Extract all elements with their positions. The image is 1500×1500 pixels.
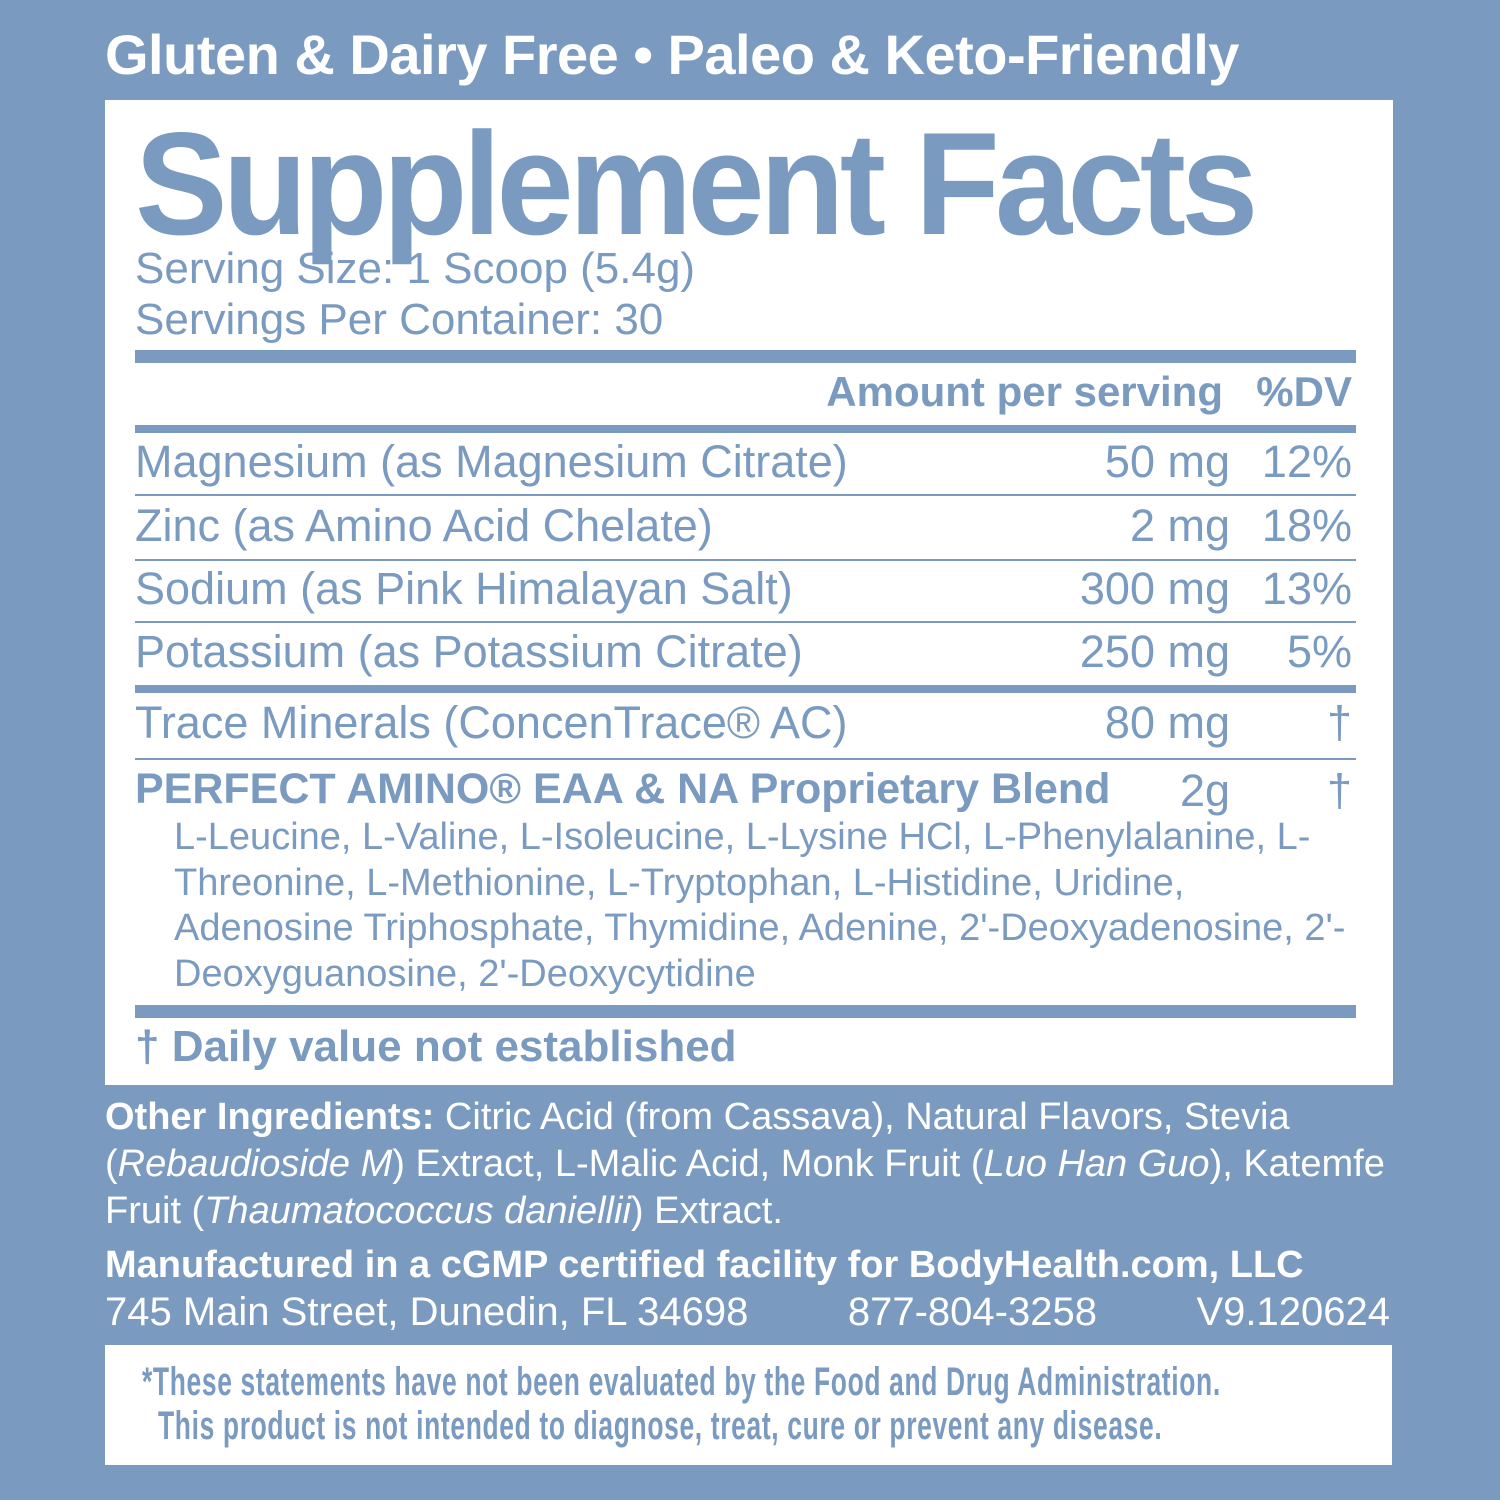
- address: 745 Main Street, Dunedin, FL 34698: [105, 1290, 749, 1334]
- nutrient-amount: 300 mg: [1079, 563, 1230, 614]
- other-ingredients: Other Ingredients: Citric Acid (from Cas…: [105, 1094, 1400, 1235]
- disclaimer-box: [105, 1345, 1392, 1465]
- divider: [135, 494, 1356, 496]
- amount-header: Amount per serving: [826, 368, 1223, 415]
- nutrient-amount: 50 mg: [1104, 436, 1230, 487]
- other-text: Thaumatococcus daniellii: [204, 1190, 631, 1232]
- divider: [135, 1005, 1356, 1018]
- other-text: ) Extract, L-Malic Acid, Monk Fruit (: [392, 1143, 984, 1185]
- other-text: ) Extract.: [630, 1190, 783, 1232]
- blend-amount: 2g: [1180, 765, 1231, 816]
- nutrient-amount: 250 mg: [1079, 626, 1230, 677]
- nutrient-name: Trace Minerals (ConcenTrace® AC): [135, 697, 848, 748]
- page-title: Supplement Facts: [135, 102, 1258, 265]
- nutrient-amount: 80 mg: [1104, 697, 1230, 748]
- footnote: † Daily value not established: [135, 1022, 737, 1071]
- blend-name: PERFECT AMINO® EAA & NA Proprietary Blen…: [135, 765, 1111, 813]
- other-ingredients-label: Other Ingredients:: [105, 1096, 435, 1138]
- disclaimer-line: *These statements have not been evaluate…: [142, 1360, 1221, 1404]
- nutrient-name: Sodium (as Pink Himalayan Salt): [135, 563, 793, 614]
- version: V9.120624: [1196, 1290, 1390, 1334]
- nutrient-dv: †: [1326, 697, 1352, 748]
- divider: [135, 425, 1356, 433]
- nutrient-name: Potassium (as Potassium Citrate): [135, 626, 803, 677]
- divider: [135, 621, 1356, 623]
- divider: [135, 350, 1356, 363]
- phone: 877-804-3258: [847, 1290, 1097, 1334]
- disclaimer-line: This product is not intended to diagnose…: [158, 1404, 1163, 1448]
- blend-ingredients: L-Leucine, L-Valine, L-Isoleucine, L-Lys…: [174, 816, 1346, 995]
- other-text: Rebaudioside M: [117, 1143, 393, 1185]
- nutrient-amount: 2 mg: [1129, 500, 1230, 551]
- divider: [135, 758, 1356, 760]
- nutrient-dv: 5%: [1286, 626, 1352, 677]
- blend-dv: †: [1326, 765, 1352, 816]
- contact-line: 745 Main Street, Dunedin, FL 34698 877-8…: [105, 1290, 1390, 1335]
- facts-panel: [105, 100, 1393, 1085]
- nutrient-dv: 13%: [1261, 563, 1352, 614]
- other-text: Citric Acid (from Cassava), Natural Flav…: [105, 1096, 1290, 1185]
- manufacturer: Manufactured in a cGMP certified facilit…: [105, 1244, 1304, 1286]
- nutrient-name: Magnesium (as Magnesium Citrate): [135, 436, 848, 487]
- nutrient-dv: 18%: [1261, 500, 1352, 551]
- nutrient-name: Zinc (as Amino Acid Chelate): [135, 500, 713, 551]
- divider: [135, 685, 1356, 693]
- other-text: ), Katemfe Fruit (: [105, 1143, 1385, 1232]
- nutrient-dv: 12%: [1261, 436, 1352, 487]
- top-banner: Gluten & Dairy Free • Paleo & Keto-Frien…: [105, 23, 1239, 86]
- serving-size: Serving Size: 1 Scoop (5.4g): [135, 244, 696, 293]
- dv-header: %DV: [1256, 368, 1352, 415]
- divider: [135, 559, 1356, 561]
- servings-per-container: Servings Per Container: 30: [135, 295, 664, 344]
- other-text: Luo Han Guo: [983, 1143, 1210, 1185]
